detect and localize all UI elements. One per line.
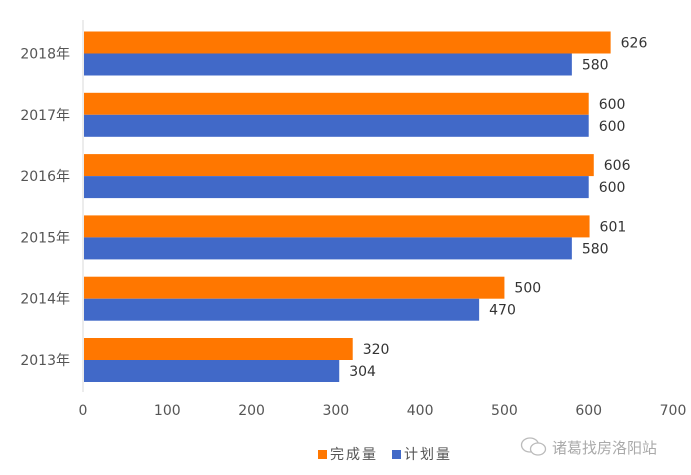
data-label: 470 (489, 303, 516, 319)
x-tick-label: 200 (238, 403, 265, 419)
x-tick-label: 600 (575, 403, 602, 419)
watermark-text: 诸葛找房洛阳站 (552, 438, 658, 457)
data-label: 320 (363, 342, 390, 358)
x-tick-label: 300 (322, 403, 349, 419)
bar-completed (84, 92, 589, 115)
data-label: 600 (599, 97, 626, 113)
legend-label-completed: 完成量 (330, 447, 378, 463)
bar-planned (84, 176, 589, 199)
y-tick-label: 2014年 (20, 292, 70, 308)
data-label: 600 (599, 119, 626, 135)
data-label: 580 (582, 241, 609, 257)
y-tick-label: 2018年 (20, 47, 70, 63)
wechat-icon (520, 437, 547, 456)
bar-planned (84, 237, 572, 260)
bar-planned (84, 114, 589, 137)
legend: 完成量 计划量 (318, 444, 452, 464)
data-label: 600 (599, 180, 626, 196)
bar-completed (84, 338, 353, 360)
x-tick-label: 0 (79, 403, 88, 419)
data-label: 580 (582, 58, 609, 74)
x-tick-label: 500 (491, 403, 518, 419)
y-tick-label: 2017年 (20, 108, 70, 124)
legend-swatch-planned (392, 449, 401, 459)
y-tick-label: 2016年 (20, 169, 70, 185)
y-tick-label: 2015年 (20, 230, 70, 246)
bar-completed (84, 215, 590, 238)
bar-planned (84, 298, 480, 321)
legend-swatch-completed (318, 449, 327, 459)
legend-label-planned: 计划量 (404, 447, 452, 463)
x-tick-label: 400 (407, 403, 434, 419)
bar-completed (84, 31, 611, 54)
data-label: 601 (600, 219, 627, 235)
bar-planned (84, 53, 572, 76)
data-label: 304 (349, 364, 376, 380)
bar-completed (84, 154, 594, 177)
data-label: 626 (621, 36, 648, 52)
x-tick-label: 700 (660, 403, 687, 419)
x-tick-label: 100 (154, 403, 181, 419)
bar-planned (84, 360, 340, 382)
data-label: 606 (604, 158, 631, 174)
watermark: 诸葛找房洛阳站 (520, 436, 657, 458)
data-label: 500 (514, 281, 541, 297)
bar-completed (84, 276, 505, 299)
y-tick-label: 2013年 (20, 353, 70, 369)
